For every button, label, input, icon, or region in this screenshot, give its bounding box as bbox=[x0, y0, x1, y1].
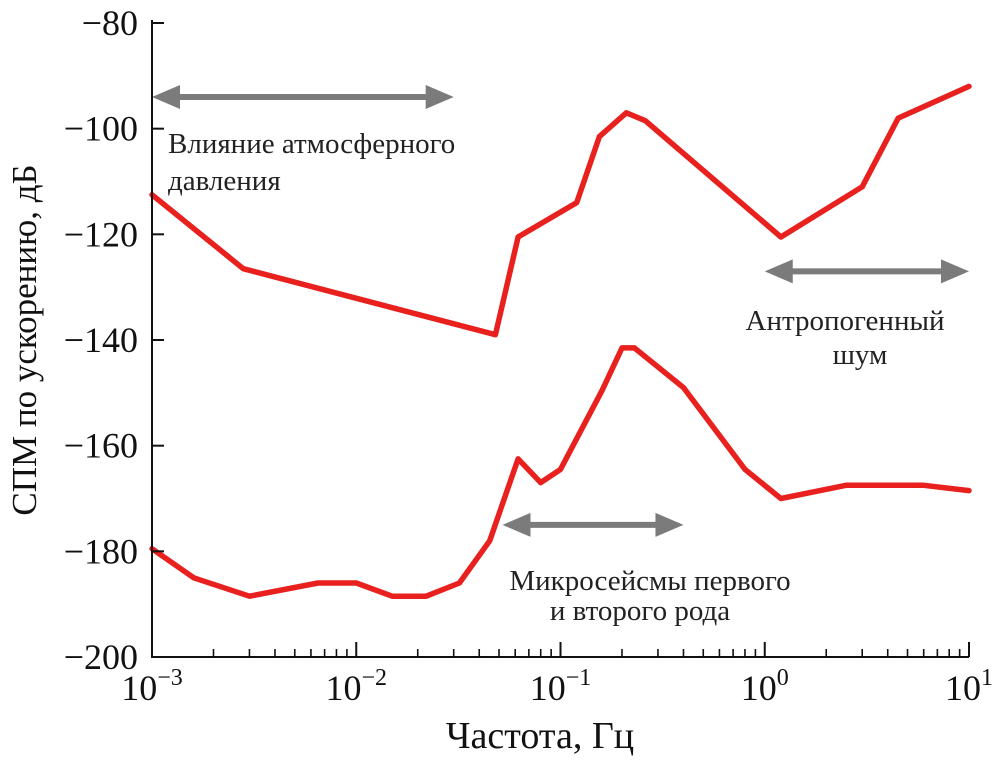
x-tick-label: 10−2 bbox=[325, 665, 387, 708]
annotation-label: Микросейсмы первого bbox=[509, 565, 790, 597]
x-ticks: 10−3 10−2 10−1 100 101 bbox=[121, 642, 993, 708]
x-tick-label-exponent: 0 bbox=[777, 665, 789, 691]
x-tick-label-base: 10 bbox=[530, 668, 566, 708]
annotation-label: давления bbox=[168, 165, 281, 197]
y-tick-label: −180 bbox=[64, 531, 138, 571]
annotation-arrowhead-left bbox=[764, 259, 793, 284]
x-tick-label: 101 bbox=[945, 665, 993, 708]
annotation-arrowhead-left bbox=[502, 512, 531, 537]
x-axis-title: Частота, Гц bbox=[446, 715, 634, 757]
x-tick-label-exponent: −3 bbox=[157, 665, 183, 691]
x-tick-label-exponent: −2 bbox=[361, 665, 387, 691]
annotation-layer: Влияние атмосферного давления Антропогенны… bbox=[152, 84, 969, 627]
y-ticks: −80 −100 −120 −140 −160 −180 −200 bbox=[64, 3, 164, 677]
psd-series-line-1 bbox=[149, 83, 972, 338]
x-tick-label: 10−1 bbox=[530, 665, 592, 708]
y-tick-label: −80 bbox=[82, 3, 138, 43]
annotation-label: Влияние атмосферного bbox=[168, 128, 455, 160]
psd-series-line-2 bbox=[149, 345, 972, 599]
annotation-arrowhead-right bbox=[655, 512, 684, 537]
annotation-label: и второго рода bbox=[550, 595, 730, 627]
x-tick-label: 10−3 bbox=[121, 665, 183, 708]
x-tick-label-exponent: −1 bbox=[566, 665, 592, 691]
annotation-arrowhead-left bbox=[152, 84, 180, 109]
x-tick-label-base: 10 bbox=[945, 668, 981, 708]
y-axis-title: СПМ по ускорению, дБ bbox=[5, 164, 44, 515]
y-tick-label: −140 bbox=[64, 320, 138, 360]
annotation-arrowhead-right bbox=[425, 84, 454, 109]
y-tick-label: −120 bbox=[64, 214, 138, 254]
annotation-label: шум bbox=[833, 339, 888, 371]
y-tick-label: −160 bbox=[64, 426, 138, 466]
x-tick-label-base: 10 bbox=[121, 668, 157, 708]
annotation-label: Антропогенный bbox=[746, 305, 945, 337]
x-tick-label-base: 10 bbox=[325, 668, 361, 708]
x-tick-label-base: 10 bbox=[741, 668, 777, 708]
series-layer bbox=[149, 83, 972, 599]
x-tick-label-exponent: 1 bbox=[981, 665, 993, 691]
y-tick-label: −200 bbox=[64, 637, 138, 677]
y-tick-label: −100 bbox=[64, 109, 138, 149]
annotation-arrowhead-right bbox=[941, 259, 969, 284]
x-tick-label: 100 bbox=[741, 665, 789, 708]
